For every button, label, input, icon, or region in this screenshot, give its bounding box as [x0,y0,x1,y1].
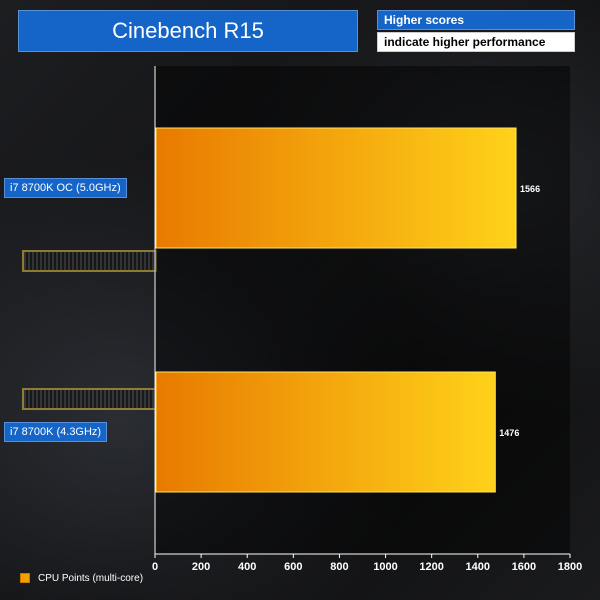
chart-title-box: Cinebench R15 [18,10,358,52]
category-label: i7 8700K (4.3GHz) [4,422,108,442]
x-tick-label: 1400 [466,561,490,573]
legend-label: CPU Points (multi-core) [38,572,144,584]
x-tick-label: 800 [330,561,348,573]
note-higher-performance: indicate higher performance [377,32,575,52]
x-tick-label: 600 [284,561,302,573]
data-label: 1566 [520,184,540,194]
x-tick-label: 1800 [558,561,582,573]
bar [155,371,496,493]
x-tick-label: 200 [192,561,210,573]
legend-swatch [20,573,30,583]
chart-title: Cinebench R15 [112,18,264,43]
x-tick-label: 1000 [373,561,397,573]
note-higher-scores: Higher scores [377,10,575,30]
background-slot-upper [22,250,157,272]
x-tick-label: 1600 [512,561,536,573]
x-tick-label: 400 [238,561,256,573]
category-label: i7 8700K OC (5.0GHz) [4,178,127,198]
x-tick-label: 0 [152,561,158,573]
x-tick-label: 1200 [419,561,443,573]
bar [155,127,517,249]
legend: CPU Points (multi-core) [20,571,143,585]
data-label: 1476 [499,428,519,438]
